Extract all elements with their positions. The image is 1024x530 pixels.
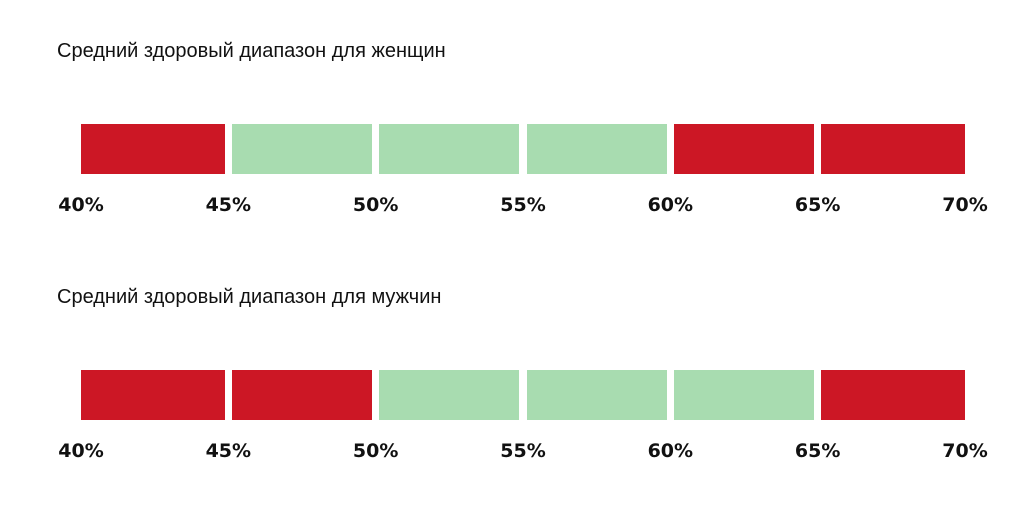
women-healthy-segment-45-50 xyxy=(231,124,373,174)
men-unhealthy-segment-45-50 xyxy=(231,370,373,420)
men-healthy-segment-60-65 xyxy=(673,370,815,420)
women-unhealthy-segment-60-65 xyxy=(673,124,815,174)
men-tick-label: 45% xyxy=(205,440,252,462)
men-range-title: Средний здоровый диапазон для мужчин xyxy=(57,286,442,308)
women-tick-label: 65% xyxy=(794,194,841,216)
men-tick-label: 50% xyxy=(352,440,399,462)
women-unhealthy-segment-40-45 xyxy=(81,124,225,174)
men-healthy-segment-55-60 xyxy=(526,370,667,420)
women-tick-label: 60% xyxy=(647,194,694,216)
men-tick-label: 70% xyxy=(942,440,988,462)
men-tick-label: 60% xyxy=(647,440,694,462)
women-unhealthy-segment-65-70 xyxy=(821,124,965,174)
women-healthy-segment-55-60 xyxy=(526,124,667,174)
men-unhealthy-segment-40-45 xyxy=(81,370,225,420)
women-tick-label: 50% xyxy=(352,194,399,216)
men-tick-label: 40% xyxy=(58,440,104,462)
women-tick-label: 40% xyxy=(58,194,104,216)
men-unhealthy-segment-65-70 xyxy=(821,370,965,420)
men-healthy-segment-50-55 xyxy=(379,370,520,420)
women-range-title: Средний здоровый диапазон для женщин xyxy=(57,40,446,62)
women-healthy-segment-50-55 xyxy=(379,124,520,174)
women-tick-label: 70% xyxy=(942,194,988,216)
women-tick-label: 45% xyxy=(205,194,252,216)
men-tick-label: 55% xyxy=(500,440,546,462)
men-tick-label: 65% xyxy=(794,440,841,462)
women-tick-label: 55% xyxy=(500,194,546,216)
